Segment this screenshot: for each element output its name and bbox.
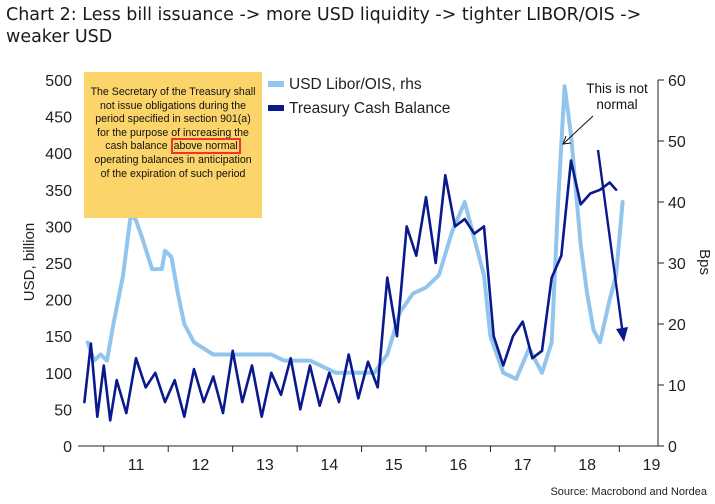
x-tick-label: 11 — [128, 457, 145, 474]
quote-text-before: The Secretary of the Treasury shall not … — [90, 86, 256, 153]
y2-axis-label: Bps — [696, 249, 713, 275]
series-line-libor-ois — [85, 84, 625, 381]
series-layer — [83, 84, 625, 422]
y-tick-label: 50 — [54, 402, 72, 419]
x-tick-label: 14 — [320, 457, 338, 474]
source-note: Source: Macrobond and Nordea — [550, 486, 707, 498]
legislation-quote-box: The Secretary of the Treasury shall not … — [84, 72, 262, 218]
y2-tick-label: 20 — [668, 317, 686, 334]
legend-label-cash: Treasury Cash Balance — [289, 100, 450, 117]
annotation-line-2: normal — [596, 97, 637, 112]
annotation-line-1: This is not — [586, 81, 648, 96]
y-tick-label: 200 — [45, 293, 72, 310]
y-tick-label: 100 — [45, 366, 72, 383]
y-tick-label: 150 — [45, 329, 72, 346]
chart-title: Chart 2: Less bill issuance -> more USD … — [6, 5, 642, 47]
x-tick-label: 17 — [514, 457, 532, 474]
x-tick-label: 19 — [643, 457, 661, 474]
right-y-ticks: 0 10 20 30 40 50 60 — [658, 73, 686, 456]
left-y-ticks: 0 50 100 150 200 250 300 350 400 450 500 — [45, 73, 72, 456]
x-tick-label: 16 — [449, 457, 467, 474]
x-tick-label: 15 — [385, 457, 403, 474]
legend-label-libor: USD Libor/OIS, rhs — [289, 76, 422, 93]
y2-tick-label: 40 — [668, 195, 686, 212]
y-tick-label: 500 — [45, 73, 72, 90]
x-tick-label: 12 — [192, 457, 210, 474]
annotation-pointer-arrow — [562, 115, 594, 145]
x-tick-label: 18 — [578, 457, 596, 474]
x-tick-label: 13 — [256, 457, 274, 474]
y2-tick-label: 50 — [668, 134, 686, 151]
y-axis-label: USD, billion — [21, 223, 38, 301]
series-line-treasury-cash — [83, 159, 618, 422]
y2-tick-label: 60 — [668, 73, 686, 90]
y-tick-label: 450 — [45, 110, 72, 127]
y2-tick-label: 0 — [668, 439, 677, 456]
y-tick-label: 300 — [45, 219, 72, 236]
y-tick-label: 400 — [45, 146, 72, 163]
trend-arrow — [596, 149, 628, 342]
y2-tick-label: 30 — [668, 256, 686, 273]
y-tick-label: 350 — [45, 183, 72, 200]
y2-tick-label: 10 — [668, 378, 686, 395]
y-tick-label: 0 — [63, 439, 72, 456]
x-ticks: 11 12 13 14 15 16 17 18 19 — [103, 446, 661, 474]
quote-highlight: above normal — [170, 138, 241, 155]
quote-text-after: operating balances in anticipation of th… — [94, 153, 252, 180]
y-tick-label: 250 — [45, 256, 72, 273]
